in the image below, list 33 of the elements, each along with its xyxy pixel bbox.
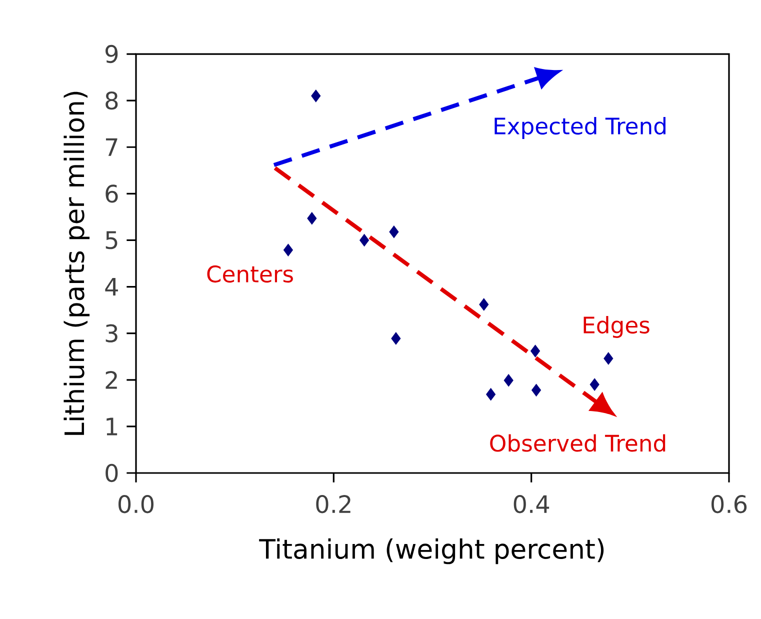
annotation: Expected Trend	[494, 117, 666, 139]
annotation: Observed Trend	[490, 434, 666, 452]
point	[590, 378, 600, 391]
annotation: Centers	[207, 265, 293, 283]
point	[283, 244, 293, 256]
x-axis-title: Titanium (weight percent)	[259, 538, 604, 564]
point	[360, 234, 370, 246]
y-tick-label: 1	[106, 418, 118, 436]
x-tick-label: 0.6	[712, 495, 747, 514]
point	[486, 388, 496, 401]
annotation: Edges	[584, 316, 650, 338]
point	[307, 212, 317, 225]
y-axis-title: Lithium (parts per million)	[64, 92, 90, 435]
point	[530, 344, 540, 358]
y-tick-label: 2	[106, 370, 117, 389]
y-tick-label: 8	[106, 91, 118, 110]
y-tick-label: 0	[106, 464, 118, 482]
point	[311, 90, 321, 102]
point	[504, 374, 514, 387]
y-tick-label: 5	[106, 231, 118, 250]
y-tick-label: 3	[106, 324, 118, 342]
y-tick-label: 7	[106, 138, 118, 156]
point	[532, 384, 542, 396]
x-tick-label: 0.0	[118, 495, 154, 514]
y-tick-label: 9	[106, 44, 118, 64]
point	[391, 332, 401, 345]
x-tick-label: 0.2	[316, 495, 350, 514]
y-tick-label: 4	[105, 278, 118, 296]
x-tick-label: 0.4	[514, 495, 550, 514]
y-tick-label: 6	[106, 184, 118, 203]
point	[479, 298, 489, 311]
point	[604, 352, 614, 365]
point	[389, 226, 399, 238]
